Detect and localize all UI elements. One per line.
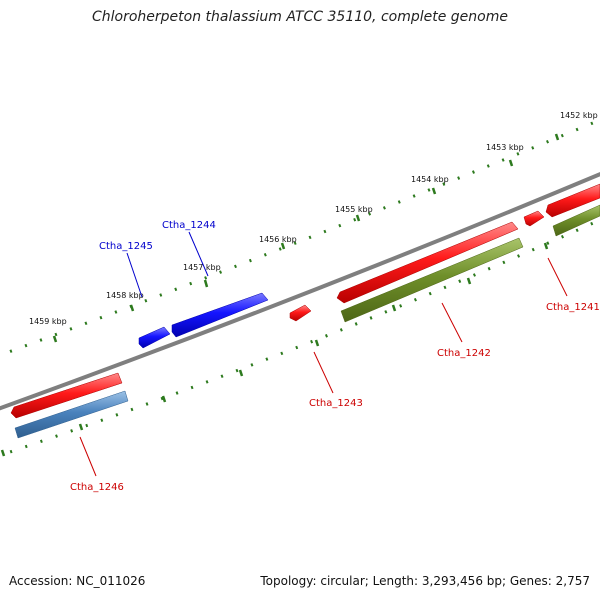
inner-major-ticks: [0, 242, 549, 457]
gene-label-ctha-1245: Ctha_1245: [99, 241, 153, 252]
gene-ctha-1244[interactable]: [171, 292, 269, 338]
ruler-label-1453: 1453 kbp: [486, 143, 524, 152]
gene-label-ctha-1246: Ctha_1246: [70, 482, 124, 493]
ruler-label-1456: 1456 kbp: [259, 235, 297, 244]
gene-ctha-1246-companion[interactable]: [14, 390, 129, 439]
gene-ctha-1245[interactable]: [138, 326, 171, 349]
genome-summary-text: Topology: circular; Length: 3,293,456 bp…: [260, 574, 590, 588]
ruler-label-1458: 1458 kbp: [106, 291, 144, 300]
ruler-label-1452: 1452 kbp: [560, 111, 598, 120]
map-title: Chloroherpeton thalassium ATCC 35110, co…: [92, 9, 508, 25]
inner-tick-ring: [0, 218, 600, 457]
leader-ctha-1246: [79, 436, 97, 477]
gene-ctha-1243[interactable]: [289, 304, 312, 322]
gene-labels: Ctha_1241 Ctha_1242 Ctha_1243 Ctha_1244 …: [70, 220, 600, 493]
leader-ctha-1245: [126, 252, 143, 298]
gene-label-ctha-1241: Ctha_1241: [546, 302, 600, 313]
leader-ctha-1243: [313, 351, 334, 394]
gene-ctha-1241-companion[interactable]: [552, 204, 600, 237]
gene-ctha-1246[interactable]: [10, 372, 123, 419]
ruler-label-1455: 1455 kbp: [335, 205, 373, 214]
gene-label-leaders: [79, 231, 568, 477]
ruler-label-1457: 1457 kbp: [183, 263, 221, 272]
accession-text: Accession: NC_011026: [9, 574, 146, 588]
leader-ctha-1244: [188, 231, 209, 277]
gene-ctha-1242-companion[interactable]: [340, 237, 524, 323]
leader-ctha-1241: [547, 257, 568, 297]
gene-ctha-1242[interactable]: [336, 221, 519, 304]
ruler-labels: 1452 kbp 1453 kbp 1454 kbp 1455 kbp 1456…: [29, 111, 598, 326]
gene-label-ctha-1243: Ctha_1243: [309, 398, 363, 409]
gene-label-ctha-1242: Ctha_1242: [437, 348, 491, 359]
genome-backbone: [0, 172, 600, 411]
outer-major-ticks: [52, 133, 560, 343]
ruler-label-1454: 1454 kbp: [411, 175, 449, 184]
outer-tick-ring: [0, 118, 600, 357]
gene-label-ctha-1244: Ctha_1244: [162, 220, 216, 231]
ruler-label-1459: 1459 kbp: [29, 317, 67, 326]
gene-ctha-1241-small[interactable]: [523, 210, 545, 227]
gene-ctha-1241[interactable]: [545, 183, 600, 218]
leader-ctha-1242: [441, 302, 463, 343]
